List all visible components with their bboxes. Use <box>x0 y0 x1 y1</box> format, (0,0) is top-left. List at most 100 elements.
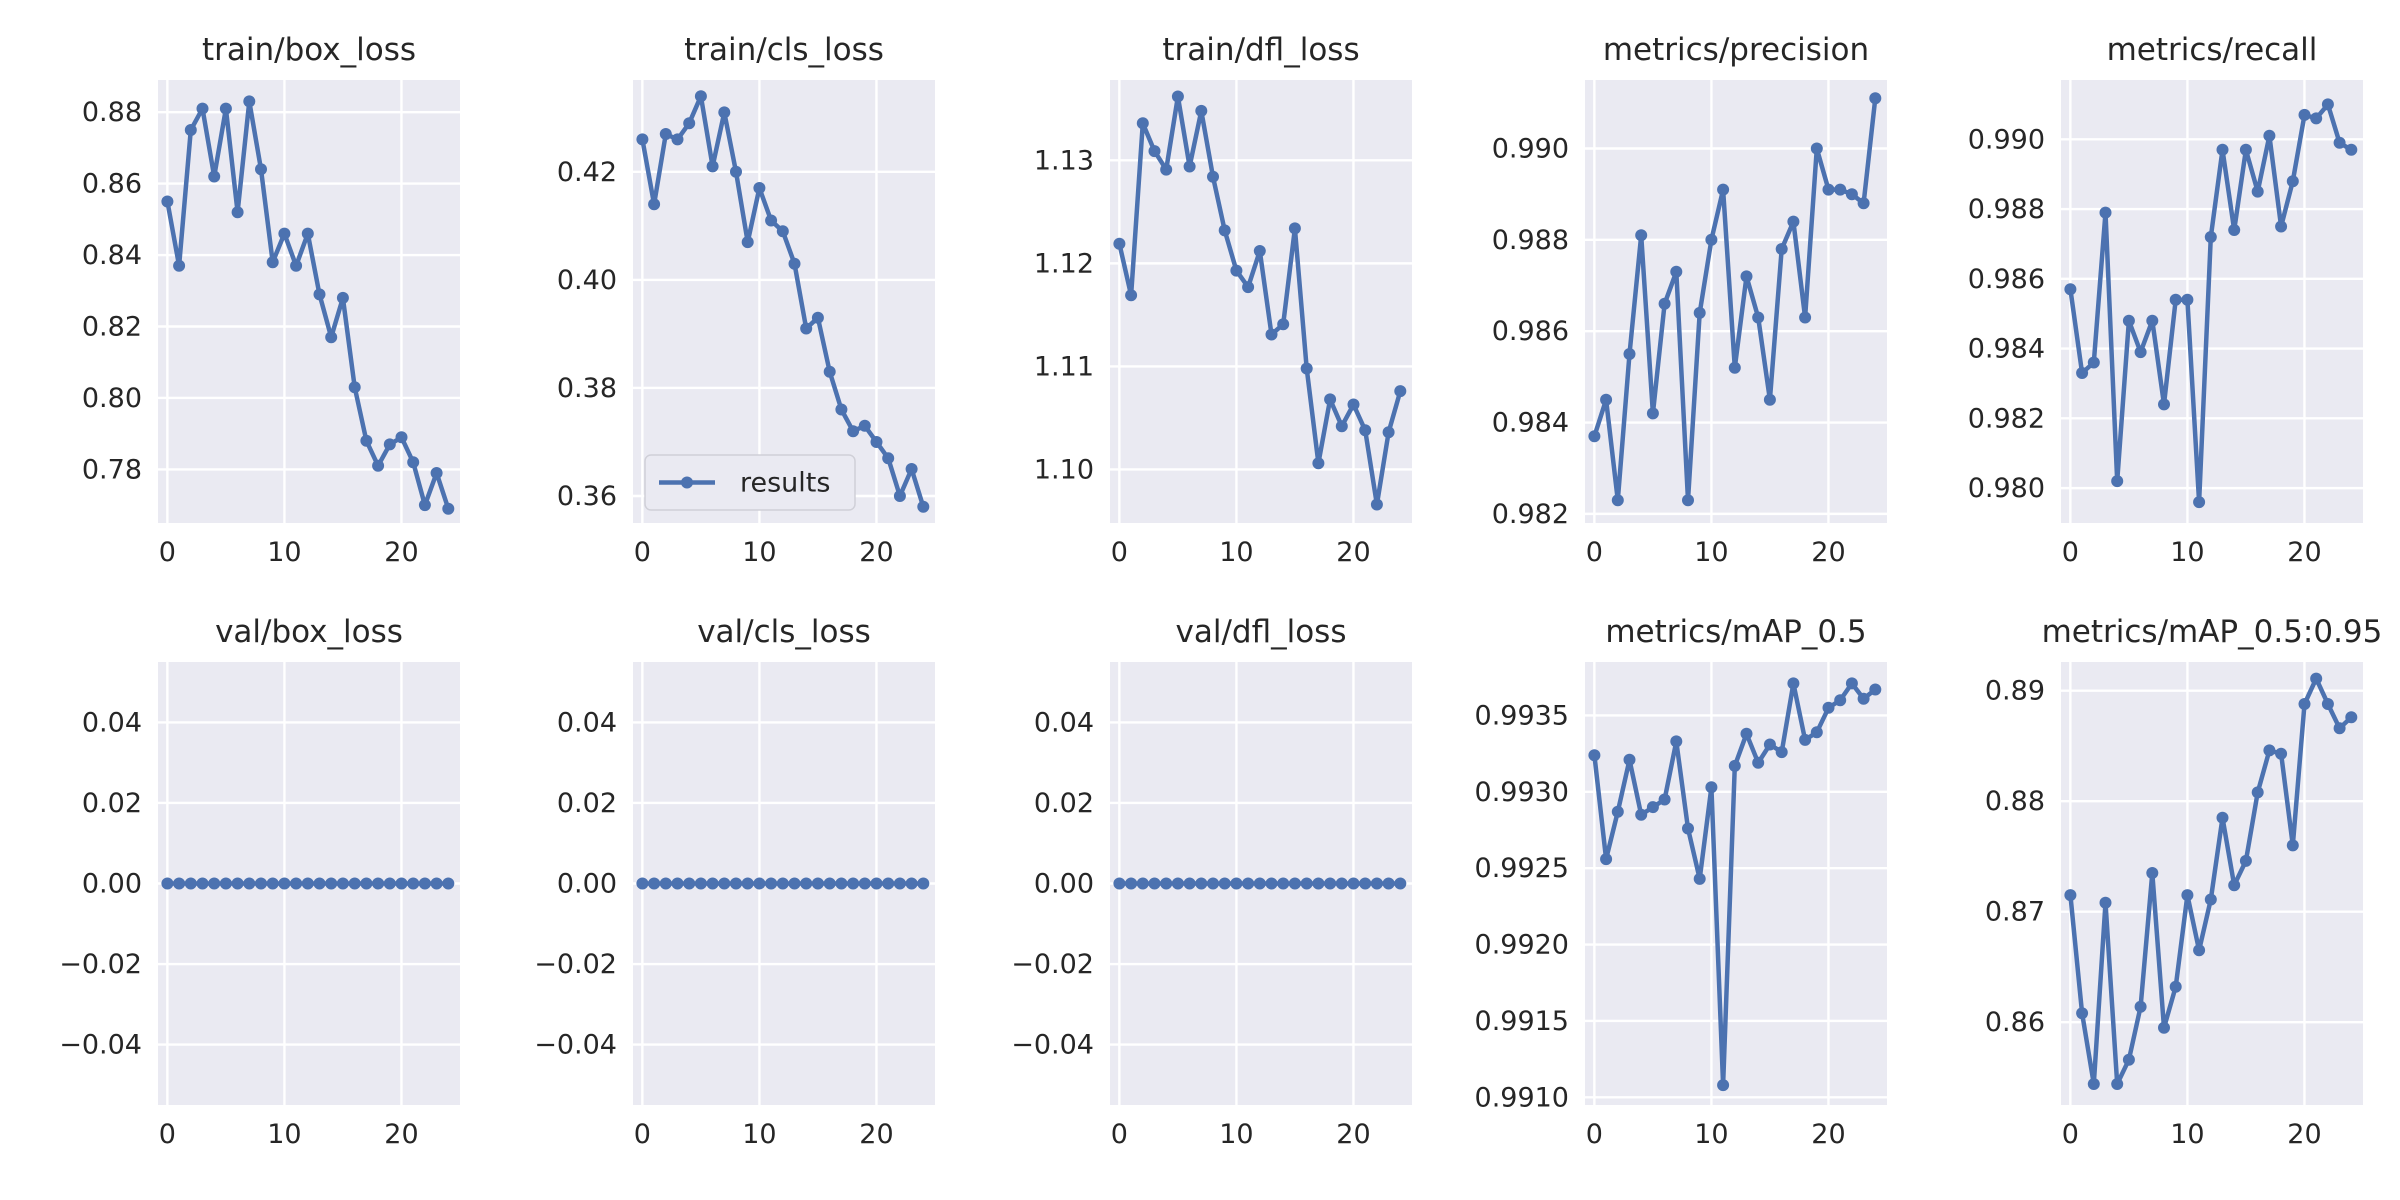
data-point <box>1195 104 1208 117</box>
data-point <box>1347 398 1360 411</box>
data-point <box>1834 183 1847 196</box>
y-tick-label: 0.00 <box>1034 869 1094 900</box>
data-point <box>788 257 801 270</box>
y-tick-label: 0.988 <box>1968 194 2045 225</box>
panel-title: train/dfl_loss <box>1162 32 1359 68</box>
plot-area <box>1585 80 1887 523</box>
data-point <box>1752 311 1765 324</box>
y-tick-label: 0.40 <box>557 265 617 296</box>
data-point <box>1288 222 1301 235</box>
legend-box <box>644 454 856 511</box>
data-point <box>1845 188 1858 201</box>
y-tick-label: 0.984 <box>1492 408 1569 439</box>
data-point <box>847 425 860 438</box>
y-tick-label: 0.988 <box>1492 225 1569 256</box>
data-point <box>2064 283 2077 296</box>
data-point <box>1670 735 1683 748</box>
data-point <box>1160 877 1173 890</box>
panel-title: val/cls_loss <box>697 614 871 650</box>
x-tick-label: 10 <box>1694 1119 1728 1150</box>
data-point <box>2345 711 2358 724</box>
data-point <box>1359 877 1372 890</box>
x-tick-label: 10 <box>1219 1119 1253 1150</box>
data-point <box>208 170 221 183</box>
data-point <box>231 206 244 219</box>
data-point <box>800 322 813 335</box>
data-point <box>2263 129 2276 142</box>
x-tick-label: 20 <box>1811 537 1845 568</box>
data-point <box>442 502 455 515</box>
data-point <box>1646 407 1659 420</box>
data-point <box>243 95 256 108</box>
data-point <box>2076 1007 2089 1020</box>
y-tick-label: 0.86 <box>1985 1007 2045 1038</box>
x-tick-label: 20 <box>1336 537 1370 568</box>
data-point <box>718 877 731 890</box>
y-tick-label: 0.04 <box>82 707 142 738</box>
data-point <box>2239 854 2252 867</box>
data-point <box>418 877 431 890</box>
data-point <box>2333 722 2346 735</box>
y-tick-label: −0.02 <box>59 949 142 980</box>
data-point <box>671 133 684 146</box>
x-tick-label: 20 <box>1811 1119 1845 1150</box>
x-tick-label: 0 <box>2062 1119 2079 1150</box>
data-point <box>1869 92 1882 105</box>
data-point <box>348 381 361 394</box>
data-point <box>730 165 742 178</box>
data-point <box>2122 1053 2135 1066</box>
y-tick-label: 0.9930 <box>1475 777 1569 808</box>
x-tick-label: 0 <box>1586 537 1603 568</box>
data-point <box>2263 744 2276 757</box>
data-point <box>1728 759 1741 772</box>
x-tick-label: 10 <box>2170 537 2204 568</box>
panel-title: metrics/recall <box>2107 32 2318 68</box>
data-point <box>1335 420 1348 433</box>
y-tick-label: 0.36 <box>557 481 617 512</box>
data-point <box>2169 980 2182 993</box>
data-point <box>383 438 396 451</box>
data-point <box>184 877 197 890</box>
panel-title: metrics/mAP_0.5:0.95 <box>2042 614 2383 650</box>
data-point <box>1799 311 1812 324</box>
y-tick-label: 0.42 <box>557 157 617 188</box>
data-point <box>1148 145 1161 158</box>
data-point <box>1787 677 1800 690</box>
legend-label: results <box>740 468 830 499</box>
y-tick-label: 0.9915 <box>1475 1006 1569 1037</box>
data-point <box>2181 889 2194 902</box>
data-point <box>870 436 883 448</box>
data-point <box>683 117 696 130</box>
data-point <box>1705 781 1718 794</box>
data-point <box>1717 1079 1730 1092</box>
panel-val-box-loss: 0 10 20 −0.04 −0.02 0.00 0.02 0.04 val/box_loss <box>59 614 460 1150</box>
data-point <box>1171 877 1184 890</box>
data-point <box>1728 361 1741 374</box>
y-tick-label: 0.9925 <box>1475 853 1569 884</box>
y-tick-label: 0.04 <box>557 707 617 738</box>
data-point <box>2345 143 2358 156</box>
data-point <box>893 877 906 890</box>
data-point <box>219 877 232 890</box>
x-tick-label: 0 <box>2062 537 2079 568</box>
data-point <box>360 877 373 890</box>
y-tick-label: 0.04 <box>1034 707 1094 738</box>
data-point <box>2076 367 2089 379</box>
data-point <box>1834 694 1847 707</box>
y-tick-label: 1.11 <box>1034 351 1094 382</box>
x-tick-label: 0 <box>159 537 176 568</box>
data-point <box>788 877 801 890</box>
data-point <box>1300 362 1313 375</box>
data-point <box>1717 183 1730 196</box>
data-point <box>372 459 385 472</box>
data-point <box>301 877 314 890</box>
data-point <box>1230 264 1243 277</box>
data-point <box>823 877 836 890</box>
x-tick-label: 10 <box>267 1119 301 1150</box>
data-point <box>1277 877 1290 890</box>
data-point <box>2169 293 2182 306</box>
data-point <box>395 877 408 890</box>
data-point <box>776 877 789 890</box>
data-point <box>2298 698 2311 710</box>
data-point <box>835 403 848 416</box>
